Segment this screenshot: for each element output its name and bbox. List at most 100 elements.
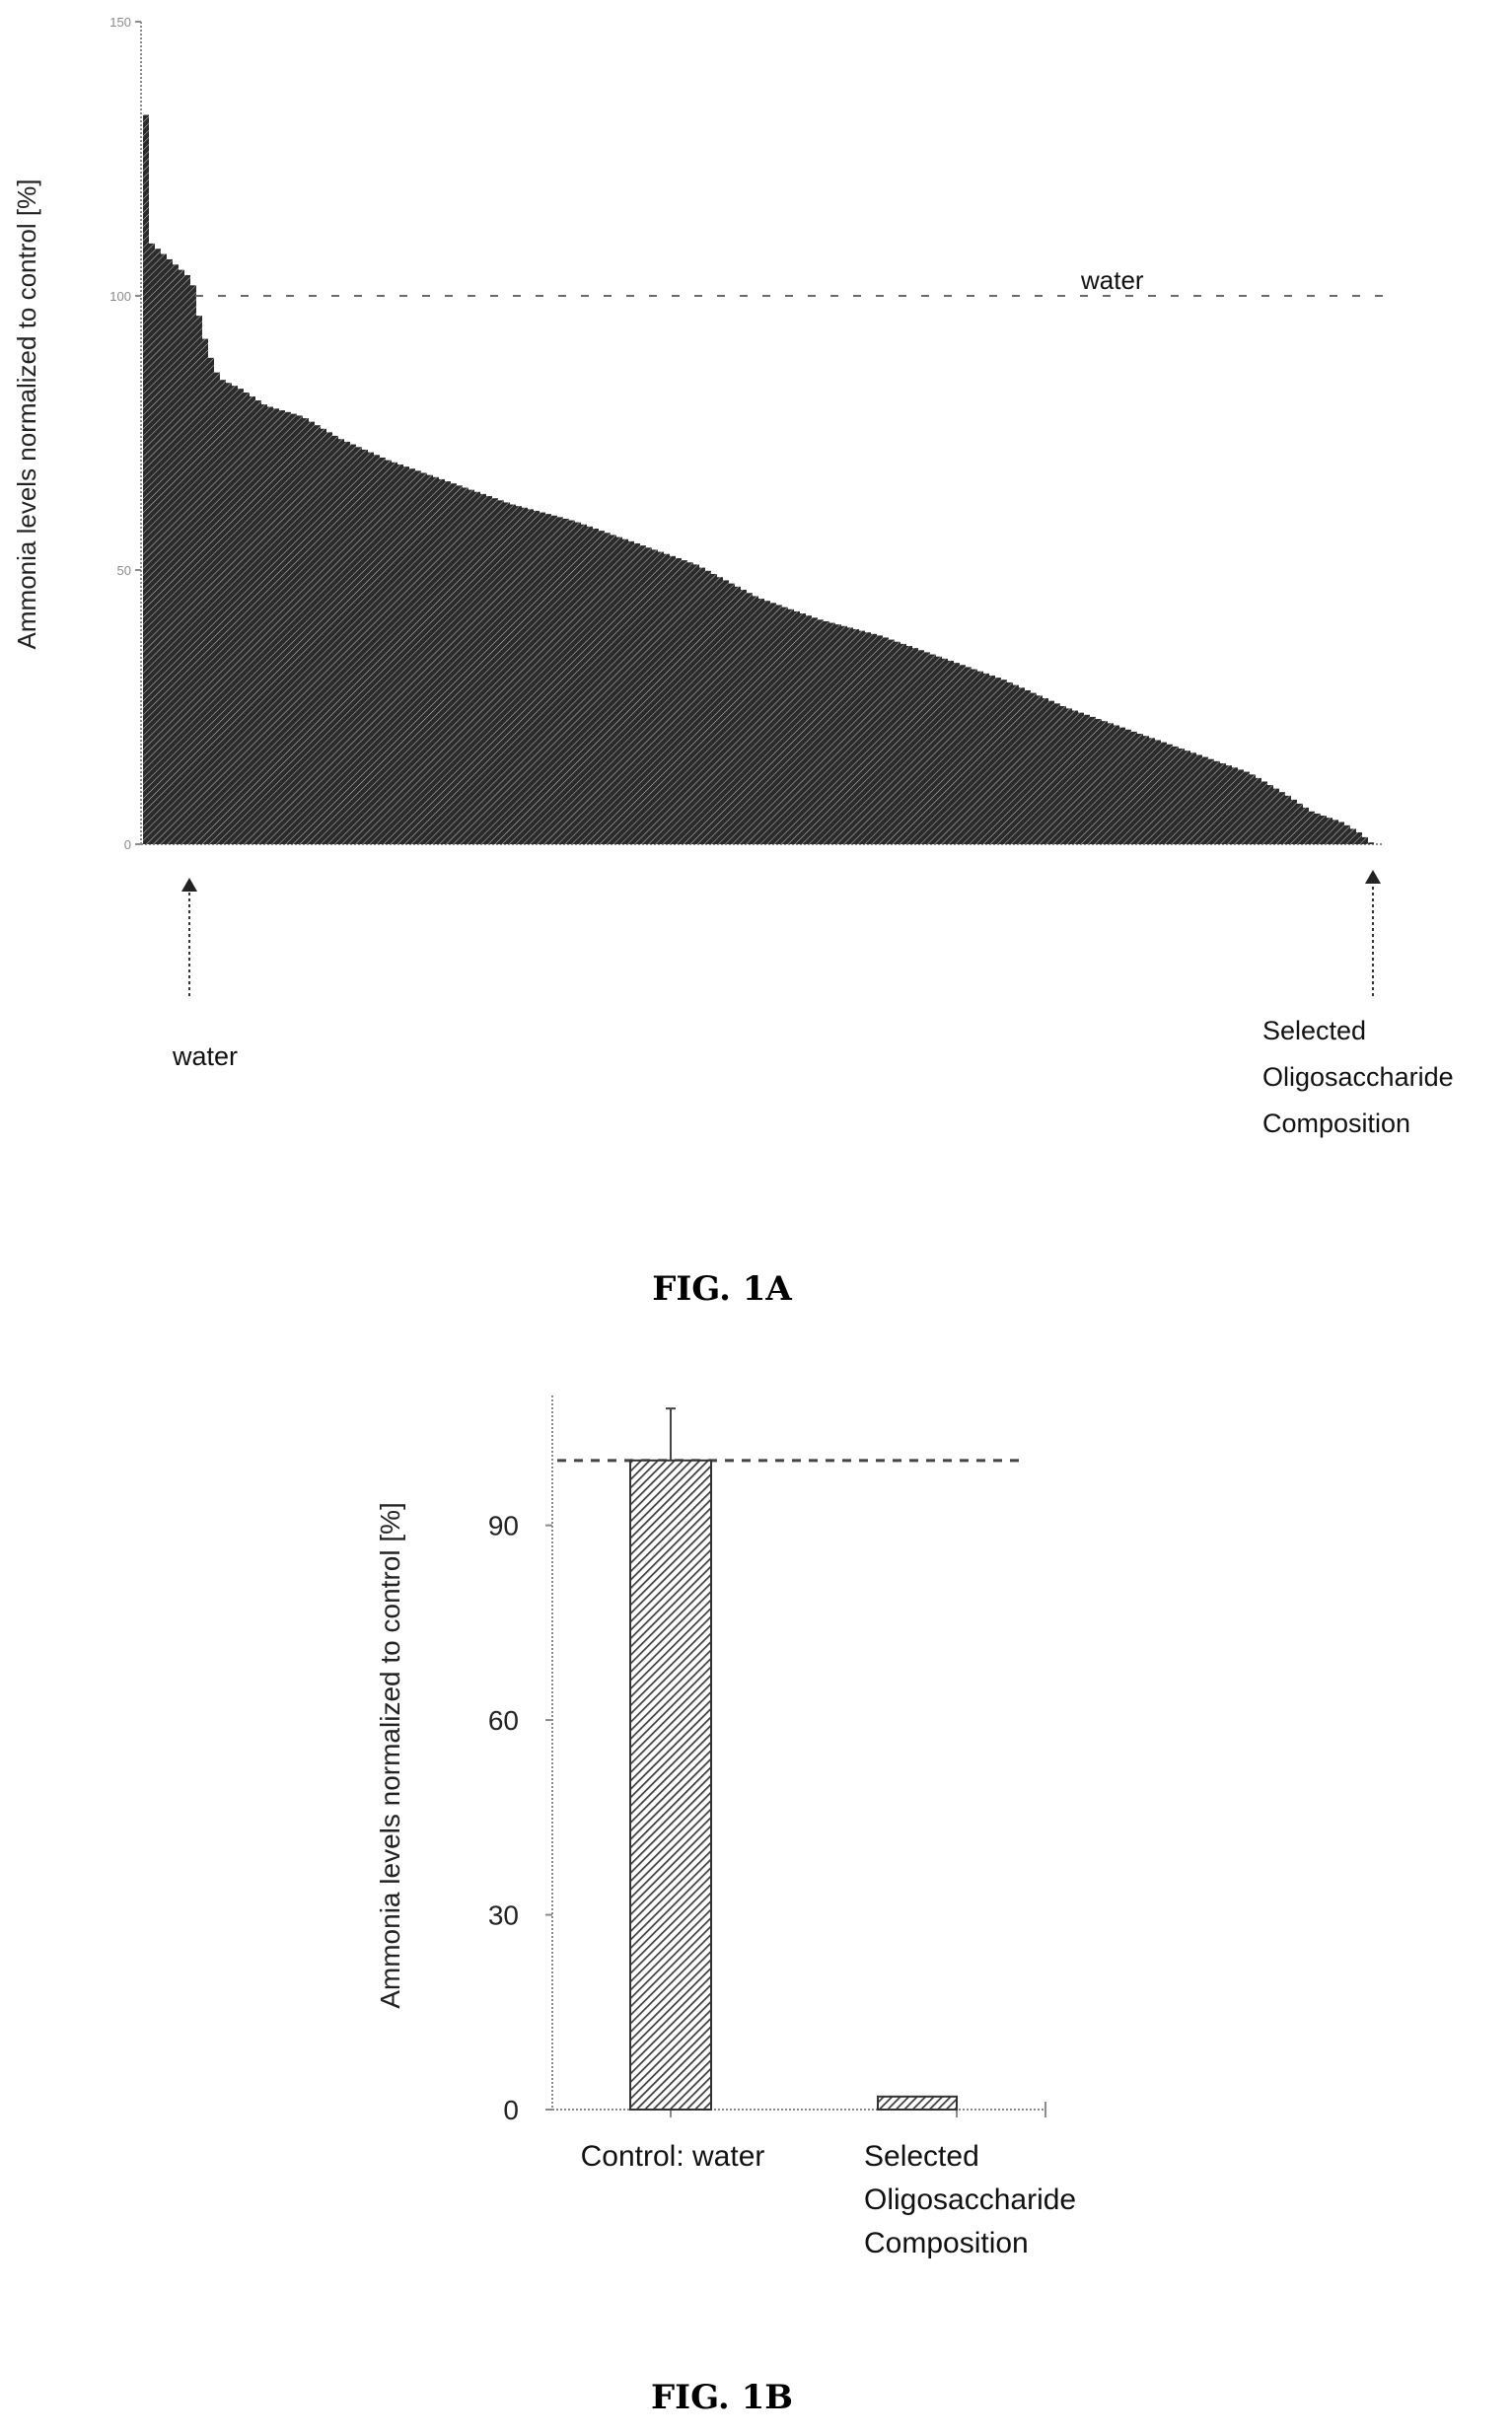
bar xyxy=(1321,816,1327,844)
bar xyxy=(764,601,770,844)
bar xyxy=(421,472,427,844)
bar xyxy=(735,586,741,844)
arrowhead-icon xyxy=(1365,870,1381,884)
chart-fig-1b: 0 30 60 90 Ammonia levels normalized to con… xyxy=(375,1396,1076,2417)
bar xyxy=(622,538,628,844)
bar xyxy=(332,435,338,844)
bar xyxy=(226,383,232,844)
bar xyxy=(1078,712,1084,844)
bar xyxy=(1202,756,1208,844)
bar xyxy=(711,573,717,844)
bar xyxy=(1043,697,1048,844)
bar xyxy=(232,386,238,844)
bar xyxy=(794,610,800,844)
category-label-selected-line-2: Oligosaccharide xyxy=(864,2184,1076,2216)
bar xyxy=(309,421,315,844)
bar xyxy=(1315,813,1321,844)
bar xyxy=(540,512,545,844)
bar xyxy=(255,400,261,844)
bar xyxy=(1368,842,1374,844)
bar xyxy=(184,274,190,844)
bar-series-group xyxy=(629,1407,958,2112)
bar xyxy=(214,372,220,844)
bar xyxy=(877,635,883,844)
bar xyxy=(303,418,309,844)
bar xyxy=(1125,729,1131,844)
bar xyxy=(847,627,853,844)
bar xyxy=(380,457,386,844)
bar xyxy=(1196,754,1202,844)
bar xyxy=(1344,824,1350,844)
bar xyxy=(889,639,895,844)
bar xyxy=(895,641,900,844)
bar xyxy=(1256,777,1261,844)
bar xyxy=(261,404,267,844)
bar xyxy=(1090,716,1096,844)
bar xyxy=(1060,705,1066,844)
bar xyxy=(770,603,776,844)
bar xyxy=(599,531,605,844)
bar xyxy=(149,243,155,844)
bar xyxy=(652,549,658,844)
bar xyxy=(782,607,788,844)
y-axis-label: Ammonia levels normalized to control [%] xyxy=(12,179,41,650)
bar xyxy=(788,609,794,844)
bar xyxy=(1350,828,1356,844)
bar xyxy=(1226,765,1232,844)
bar xyxy=(196,316,202,845)
bar xyxy=(581,524,587,844)
bar xyxy=(699,567,705,844)
bar xyxy=(575,522,581,844)
bar xyxy=(593,529,599,844)
bar xyxy=(670,555,676,844)
bar xyxy=(1214,760,1220,844)
bar xyxy=(883,637,889,844)
bar xyxy=(468,489,474,844)
bar xyxy=(960,665,966,844)
bar xyxy=(900,643,906,844)
y-tick-label: 0 xyxy=(124,837,131,852)
bar xyxy=(321,428,326,844)
category-label-control-water: Control: water xyxy=(581,2140,765,2173)
bar xyxy=(616,537,622,844)
bar xyxy=(374,455,380,844)
y-tick-label: 0 xyxy=(503,2095,519,2125)
bar xyxy=(753,596,758,844)
bar xyxy=(1031,692,1037,844)
bar xyxy=(551,515,557,844)
bar xyxy=(936,656,942,844)
bar xyxy=(818,619,824,844)
bar xyxy=(912,648,918,844)
bar xyxy=(397,464,403,844)
bar xyxy=(498,500,504,844)
bar xyxy=(291,413,297,844)
bar xyxy=(528,509,534,844)
bar xyxy=(1155,740,1161,844)
bar xyxy=(1338,822,1344,844)
bar xyxy=(279,410,285,844)
bar xyxy=(1279,792,1285,844)
bar xyxy=(687,562,693,844)
bar xyxy=(906,645,912,844)
bar xyxy=(220,380,226,844)
bar-selected-composition xyxy=(877,2095,958,2112)
y-tick-label: 60 xyxy=(488,1705,519,1736)
bar xyxy=(368,452,374,844)
bar xyxy=(1179,749,1185,844)
bar xyxy=(835,624,841,844)
bar xyxy=(474,491,480,844)
bar xyxy=(326,432,332,844)
bar xyxy=(800,613,806,844)
bar xyxy=(841,625,847,844)
bar-series-group xyxy=(143,114,1374,845)
bar xyxy=(167,258,173,844)
bar xyxy=(486,496,492,844)
bar xyxy=(1119,727,1125,844)
bar xyxy=(362,449,368,844)
bar xyxy=(409,468,415,844)
bar xyxy=(812,617,818,844)
bar xyxy=(658,551,664,844)
bar xyxy=(1173,746,1179,844)
bar xyxy=(1108,723,1114,844)
chart-fig-1a: 0 50 100 150 water Ammonia levels normalize… xyxy=(12,15,1454,1309)
